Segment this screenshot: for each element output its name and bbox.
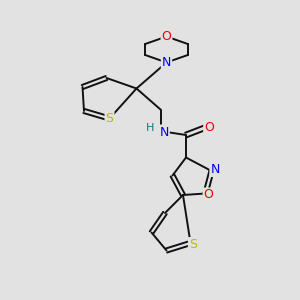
Text: S: S [106, 112, 113, 125]
Text: N: N [162, 56, 171, 69]
Text: N: N [210, 163, 220, 176]
Text: O: O [162, 30, 171, 43]
Text: S: S [189, 238, 197, 251]
Text: O: O [204, 121, 214, 134]
Text: H: H [146, 123, 154, 133]
Text: O: O [204, 188, 213, 202]
Text: N: N [159, 125, 169, 139]
